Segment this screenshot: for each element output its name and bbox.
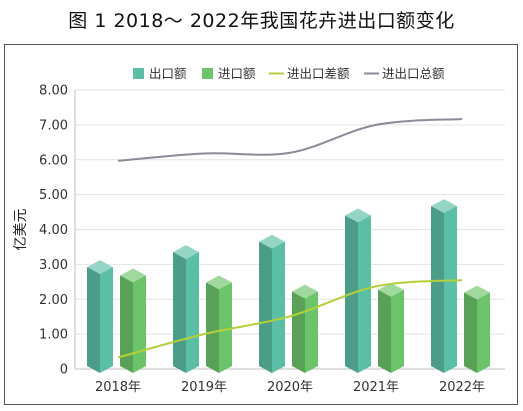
- import-bar-right-face: [477, 292, 490, 373]
- legend-item-0-swatch: [133, 68, 144, 79]
- x-tick-label: 2022年: [439, 380, 485, 395]
- export-bar-left-face: [87, 267, 100, 373]
- export-bar-right-face: [186, 252, 199, 373]
- export-bar-right-face: [358, 215, 371, 373]
- import-bar-top: [120, 268, 146, 283]
- x-tick-label: 2021年: [353, 380, 399, 395]
- import-bar-right-face: [133, 275, 146, 373]
- y-tick-label: 8.00: [39, 84, 68, 99]
- x-tick-label: 2018年: [95, 380, 141, 395]
- export-bar-right-face: [100, 267, 113, 373]
- import-bar-right-face: [219, 282, 232, 373]
- y-tick-label: 4.00: [39, 223, 68, 238]
- import-bar-left-face: [292, 291, 305, 373]
- legend-item-1-label: 进口额: [218, 66, 256, 81]
- legend-item-3-label: 进出口总额: [382, 66, 445, 81]
- import-bar-left-face: [120, 275, 133, 373]
- export-bar-left-face: [259, 241, 272, 373]
- y-tick-label: 0: [60, 363, 68, 378]
- export-bar-right-face: [444, 206, 457, 373]
- y-tick-label: 7.00: [39, 118, 68, 133]
- import-bar-right-face: [391, 289, 404, 373]
- legend-item-0-label: 出口额: [149, 66, 187, 81]
- import-bar-top: [292, 284, 318, 299]
- export-bar-left-face: [173, 252, 186, 373]
- export-bar-top: [345, 208, 371, 223]
- chart-frame: 0 1.00 2.00 3.00 4.00 5.00 6.00 7.00 8.00 亿美元 2018…: [4, 44, 518, 405]
- x-tick-label: 2020年: [267, 380, 313, 395]
- legend-item-1-swatch: [202, 68, 213, 79]
- import-bar-left-face: [464, 292, 477, 373]
- import-bar-top: [378, 282, 404, 297]
- y-tick-label: 6.00: [39, 153, 68, 168]
- import-bar-right-face: [305, 291, 318, 373]
- chart-title: 图 1 2018～ 2022年我国花卉进出口额变化: [68, 10, 455, 32]
- export-bar-top: [431, 199, 457, 214]
- y-tick-label: 5.00: [39, 188, 68, 203]
- chart-svg: 0 1.00 2.00 3.00 4.00 5.00 6.00 7.00 8.00 亿美元 2018…: [13, 66, 505, 395]
- export-bar-left-face: [431, 206, 444, 373]
- import-bar-left-face: [378, 289, 391, 373]
- y-tick-label: 2.00: [39, 293, 68, 308]
- export-bar-top: [173, 245, 199, 260]
- trade-balance-line: [117, 279, 463, 359]
- export-bar-top: [87, 260, 113, 275]
- import-bar-top: [206, 275, 232, 290]
- export-bar-top: [259, 234, 285, 249]
- import-bar-top: [464, 285, 490, 300]
- y-tick-label: 1.00: [39, 328, 68, 343]
- total-trade-line: [117, 117, 463, 162]
- legend-item-2-label: 进出口差额: [287, 66, 350, 81]
- y-axis-title: 亿美元: [13, 209, 29, 251]
- x-tick-label: 2019年: [181, 380, 227, 395]
- y-tick-label: 3.00: [39, 258, 68, 273]
- import-bar-left-face: [206, 282, 219, 373]
- export-bar-right-face: [272, 241, 285, 373]
